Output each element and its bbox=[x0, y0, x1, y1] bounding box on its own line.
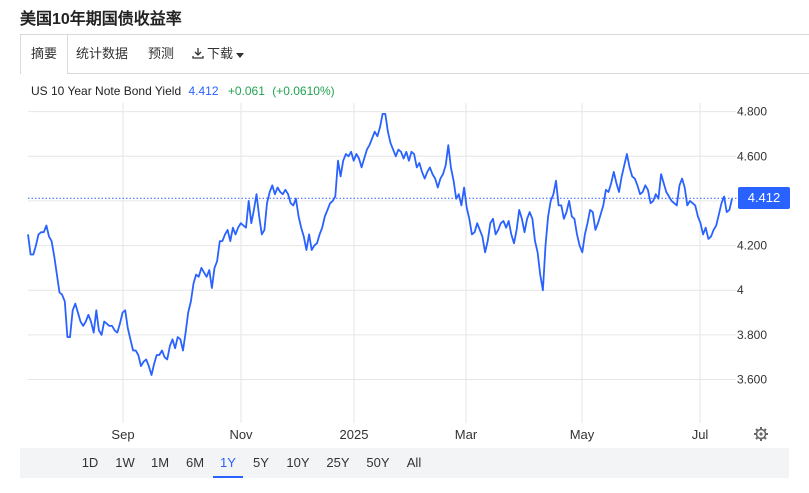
legend-value: 4.412 bbox=[188, 84, 218, 98]
tab-download[interactable]: 下载 bbox=[192, 35, 245, 74]
x-tick-label: 2025 bbox=[340, 427, 369, 442]
legend: US 10 Year Note Bond Yield 4.412 +0.061 … bbox=[31, 84, 335, 98]
y-tick-label: 4 bbox=[737, 283, 744, 297]
tab-summary[interactable]: 摘要 bbox=[20, 35, 68, 74]
x-tick-label: Mar bbox=[455, 427, 478, 442]
range-selector: 1D 1W 1M 6M 1Y 5Y 10Y 25Y 50Y All bbox=[20, 448, 789, 478]
range-1y-button[interactable]: 1Y bbox=[213, 448, 243, 478]
x-tick-label: May bbox=[570, 427, 595, 442]
range-25y-button[interactable]: 25Y bbox=[326, 455, 350, 470]
y-tick-label: 4.600 bbox=[737, 149, 767, 163]
gear-icon[interactable] bbox=[754, 427, 768, 441]
range-all-button[interactable]: All bbox=[406, 455, 422, 470]
series-line bbox=[27, 113, 733, 376]
download-label: 下载 bbox=[207, 46, 234, 61]
tab-statistics[interactable]: 统计数据 bbox=[76, 46, 129, 61]
legend-change-pct: (+0.0610%) bbox=[272, 84, 334, 98]
range-10y-button[interactable]: 10Y bbox=[286, 455, 310, 470]
range-50y-button[interactable]: 50Y bbox=[366, 455, 390, 470]
download-icon bbox=[192, 36, 204, 74]
y-tick-label: 4.200 bbox=[737, 239, 767, 253]
legend-series-name: US 10 Year Note Bond Yield bbox=[31, 84, 181, 98]
tab-bar: 摘要 统计数据 预测 下载 bbox=[20, 34, 809, 74]
y-tick-label: 3.600 bbox=[737, 373, 767, 387]
legend-change: +0.061 bbox=[228, 84, 265, 98]
y-tick-label: 3.800 bbox=[737, 328, 767, 342]
x-tick-label: Nov bbox=[229, 427, 253, 442]
current-value-label: 4.412 bbox=[738, 187, 790, 209]
y-tick-label: 4.800 bbox=[737, 105, 767, 119]
range-1d-button[interactable]: 1D bbox=[81, 455, 99, 470]
range-1m-button[interactable]: 1M bbox=[150, 455, 170, 470]
yield-chart[interactable]: 3.600 3.800 4 4.200 4.600 4.800 Sep Nov 2025 Mar… bbox=[20, 73, 809, 448]
x-tick-label: Jul bbox=[692, 427, 709, 442]
range-6m-button[interactable]: 6M bbox=[185, 455, 205, 470]
page-title: 美国10年期国债收益率 bbox=[20, 11, 182, 28]
range-1w-button[interactable]: 1W bbox=[115, 455, 135, 470]
caret-down-icon bbox=[236, 36, 245, 74]
chart-area[interactable]: 3.600 3.800 4 4.200 4.600 4.800 Sep Nov 2025 Mar… bbox=[20, 73, 809, 493]
range-5y-button[interactable]: 5Y bbox=[253, 455, 269, 470]
x-tick-label: Sep bbox=[111, 427, 134, 442]
tab-forecast[interactable]: 预测 bbox=[148, 46, 175, 61]
